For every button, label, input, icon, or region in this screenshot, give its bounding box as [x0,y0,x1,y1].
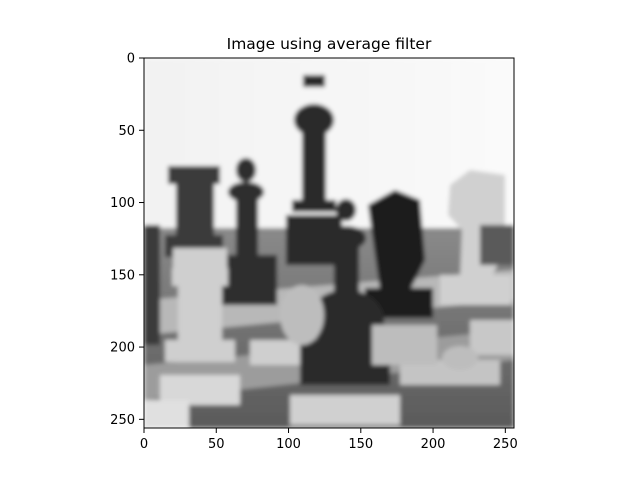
x-tick-label: 50 [208,437,225,452]
y-tick-label: 50 [118,124,135,139]
axes-frame [143,57,515,429]
y-tick-label: 0 [127,52,135,67]
y-tick-label: 250 [110,413,135,428]
x-tick-label: 250 [493,437,518,452]
chart-title: Image using average filter [227,35,432,53]
y-tick-label: 200 [110,341,135,356]
y-axis: 0 50 100 150 200 250 [110,52,144,428]
x-tick-label: 0 [140,437,148,452]
filtered-image [144,58,514,428]
y-tick-label: 150 [110,268,135,283]
x-tick-label: 200 [421,437,446,452]
x-axis: 0 50 100 150 200 250 [140,428,518,452]
x-tick-label: 100 [276,437,301,452]
x-tick-label: 150 [348,437,373,452]
y-tick-label: 100 [110,196,135,211]
